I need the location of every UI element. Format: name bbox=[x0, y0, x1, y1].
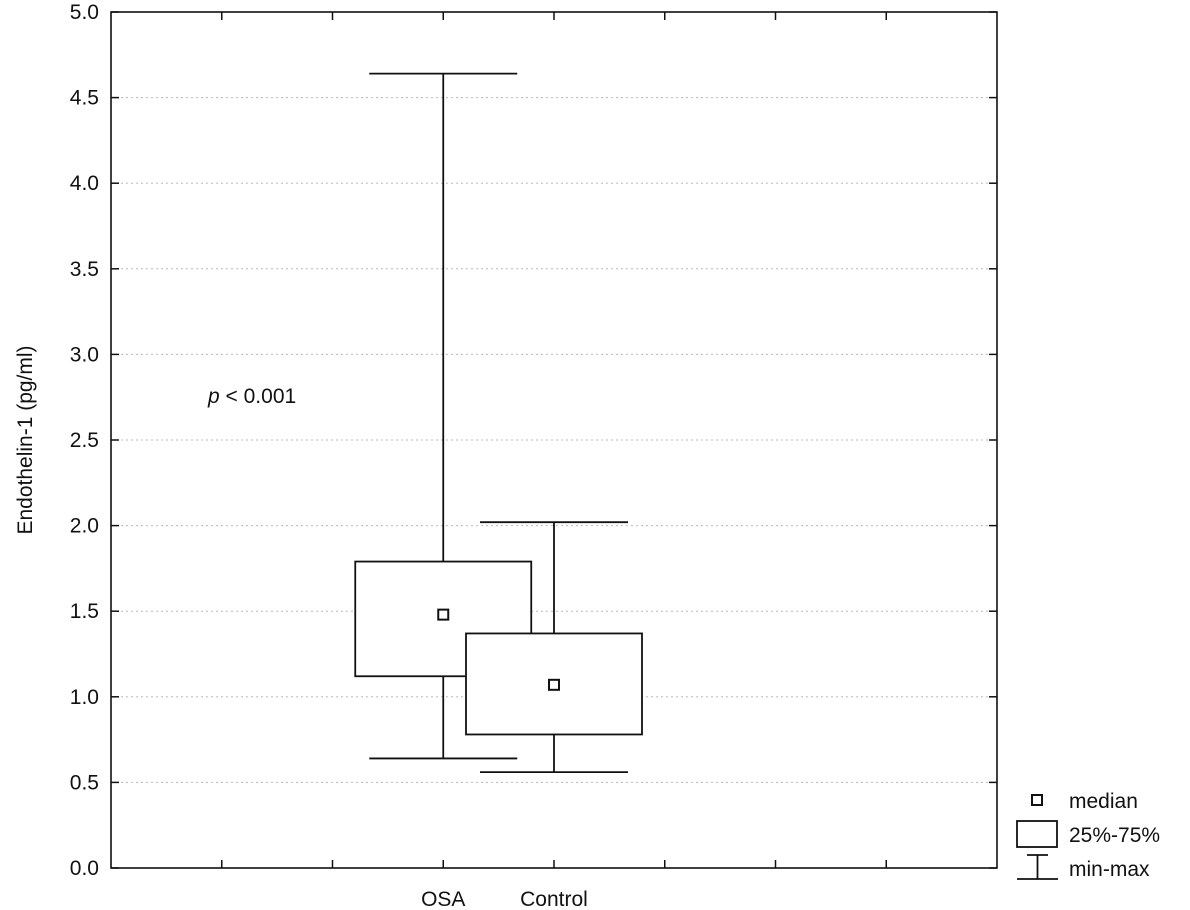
y-tick-label: 1.0 bbox=[70, 686, 99, 709]
legend-median-label: median bbox=[1069, 790, 1138, 813]
axis-ticks bbox=[111, 11, 997, 869]
y-tick-label: 4.0 bbox=[70, 172, 99, 195]
legend-whisker-label: min-max bbox=[1069, 858, 1150, 881]
p-value-text: < 0.001 bbox=[220, 385, 296, 408]
x-axis-category-labels: OSA Control bbox=[421, 888, 588, 910]
legend: median 25%-75% min-max bbox=[1016, 790, 1160, 881]
median-marker bbox=[548, 678, 560, 691]
x-category-label: OSA bbox=[421, 888, 465, 910]
y-tick-label: 1.5 bbox=[70, 600, 99, 623]
legend-whisker-symbol bbox=[1017, 854, 1058, 880]
x-category-label: Control bbox=[520, 888, 588, 910]
y-tick-label: 5.0 bbox=[70, 1, 99, 24]
y-tick-label: 0.5 bbox=[70, 771, 99, 794]
p-symbol: p bbox=[207, 385, 220, 408]
legend-box-swatch bbox=[1016, 820, 1058, 848]
legend-box-label: 25%-75% bbox=[1069, 824, 1160, 847]
y-tick-label: 3.0 bbox=[70, 343, 99, 366]
y-tick-label: 4.5 bbox=[70, 87, 99, 110]
y-tick-label: 2.0 bbox=[70, 515, 99, 538]
median-marker bbox=[437, 608, 450, 621]
y-tick-label: 2.5 bbox=[70, 429, 99, 452]
y-tick-label: 3.5 bbox=[70, 258, 99, 281]
y-tick-label: 0.0 bbox=[70, 857, 99, 880]
y-axis-title: Endothelin-1 (pg/ml) bbox=[14, 345, 37, 534]
y-axis-tick-labels: 0.0 0.5 1.0 1.5 2.0 2.5 3.0 3.5 4.0 4.5 5.0 bbox=[70, 1, 99, 880]
p-value-annotation: p < 0.001 bbox=[207, 385, 296, 408]
boxes bbox=[354, 72, 643, 774]
legend-median-marker bbox=[1031, 794, 1043, 806]
box-control bbox=[465, 521, 643, 774]
